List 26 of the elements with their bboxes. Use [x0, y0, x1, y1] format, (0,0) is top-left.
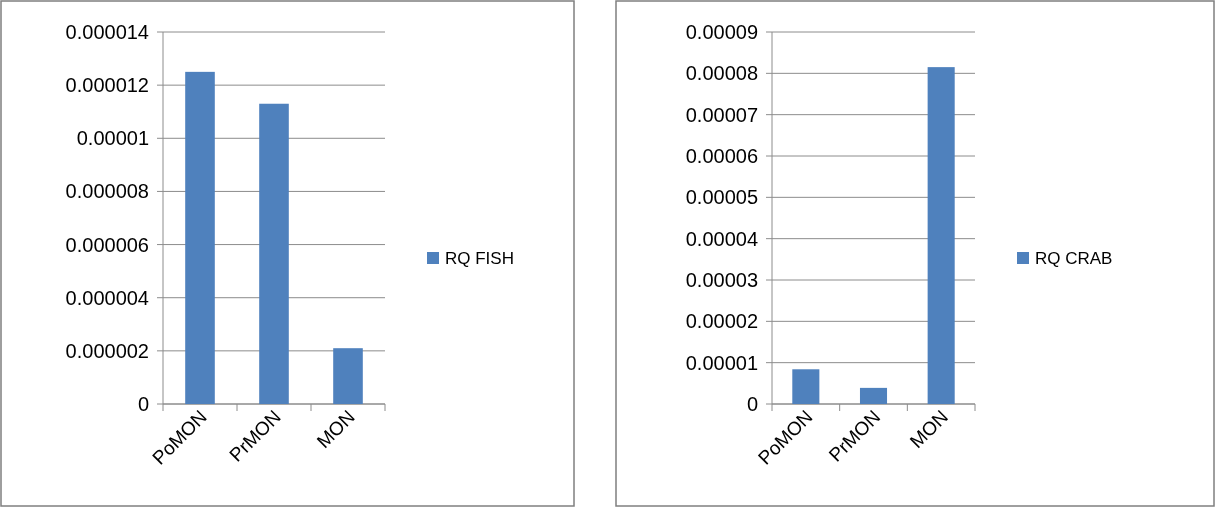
y-tick-label: 0 [746, 393, 758, 415]
y-tick-label: 0.000012 [65, 74, 149, 97]
y-tick-label: 0.00004 [685, 227, 758, 250]
bar [185, 71, 215, 404]
y-tick-label: 0.00003 [685, 269, 758, 291]
y-tick-label: 0.00008 [685, 62, 758, 85]
y-tick-label: 0.000004 [65, 286, 149, 309]
y-tick-label: 0.00001 [76, 127, 149, 150]
y-tick-label: 0.00006 [685, 145, 758, 167]
legend-label: RQ FISH [445, 248, 514, 268]
legend-label: RQ CRAB [1035, 248, 1113, 268]
y-tick-label: 0.00002 [685, 310, 758, 333]
y-tick-label: 0 [137, 393, 149, 415]
y-tick-label: 0.00001 [685, 351, 758, 374]
bar [859, 387, 888, 404]
bar [259, 103, 289, 404]
y-tick-label: 0.00005 [685, 186, 758, 209]
bar [792, 369, 820, 404]
y-tick-label: 0.000008 [65, 180, 149, 203]
bar [333, 348, 363, 404]
y-tick-label: 0.000002 [65, 339, 149, 362]
y-tick-label: 0.000006 [65, 233, 149, 256]
y-tick-label: 0.00007 [685, 103, 758, 126]
bar [927, 67, 955, 404]
y-tick-label: 0.000014 [65, 21, 149, 43]
y-tick-label: 0.00009 [685, 21, 758, 43]
